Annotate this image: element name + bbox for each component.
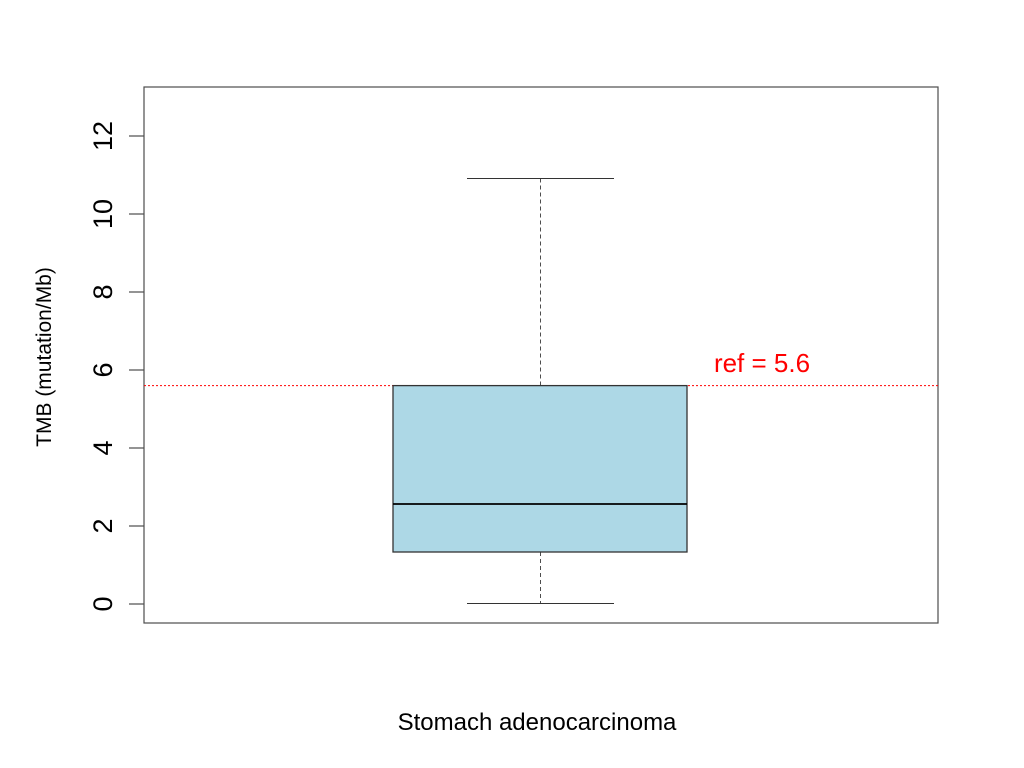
svg-text:8: 8 bbox=[88, 284, 118, 299]
svg-text:10: 10 bbox=[88, 199, 118, 229]
svg-text:6: 6 bbox=[88, 362, 118, 377]
svg-text:0: 0 bbox=[88, 596, 118, 611]
svg-text:2: 2 bbox=[88, 518, 118, 533]
svg-text:12: 12 bbox=[88, 121, 118, 151]
svg-text:ref = 5.6: ref = 5.6 bbox=[714, 348, 810, 378]
svg-text:TMB (mutation/Mb): TMB (mutation/Mb) bbox=[33, 267, 56, 447]
svg-text:Stomach adenocarcinoma: Stomach adenocarcinoma bbox=[398, 709, 677, 736]
svg-text:4: 4 bbox=[88, 440, 118, 455]
